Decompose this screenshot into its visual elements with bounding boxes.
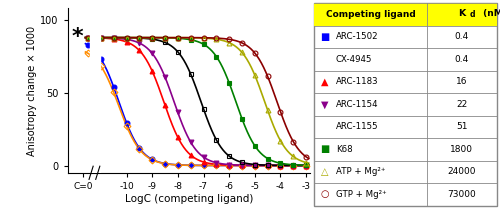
Text: (nM): (nM) (480, 9, 500, 18)
Text: GTP + Mg²⁺: GTP + Mg²⁺ (336, 190, 386, 199)
Text: d: d (469, 10, 474, 19)
Text: ▼: ▼ (321, 99, 328, 109)
Text: ■: ■ (320, 144, 330, 154)
Text: ARC-1183: ARC-1183 (336, 77, 378, 86)
Text: CX-4945: CX-4945 (336, 55, 372, 64)
Text: 24000: 24000 (448, 167, 476, 176)
Text: 22: 22 (456, 100, 468, 109)
Text: ARC-1502: ARC-1502 (336, 32, 378, 41)
Text: 73000: 73000 (448, 190, 476, 199)
Text: ■: ■ (320, 32, 330, 42)
Text: ○: ○ (320, 189, 329, 199)
Text: 1800: 1800 (450, 145, 473, 154)
Text: *: * (72, 27, 83, 47)
Text: Competing ligand: Competing ligand (326, 10, 416, 19)
Text: K68: K68 (336, 145, 352, 154)
Text: 51: 51 (456, 122, 468, 131)
X-axis label: LogC (competing ligand): LogC (competing ligand) (124, 194, 253, 204)
Bar (314, 3, 496, 26)
Text: ATP + Mg²⁺: ATP + Mg²⁺ (336, 167, 386, 176)
Text: K: K (458, 9, 466, 18)
Text: ARC-1154: ARC-1154 (336, 100, 378, 109)
Text: 0.4: 0.4 (454, 32, 469, 41)
Bar (90, 8, 100, 173)
Text: 0.4: 0.4 (454, 55, 469, 64)
Y-axis label: Anisotropy change × 1000: Anisotropy change × 1000 (28, 26, 38, 156)
Text: △: △ (321, 167, 328, 177)
Text: ARC-1155: ARC-1155 (336, 122, 378, 131)
Text: 16: 16 (456, 77, 468, 86)
FancyBboxPatch shape (314, 3, 496, 206)
Text: ▲: ▲ (321, 77, 328, 87)
